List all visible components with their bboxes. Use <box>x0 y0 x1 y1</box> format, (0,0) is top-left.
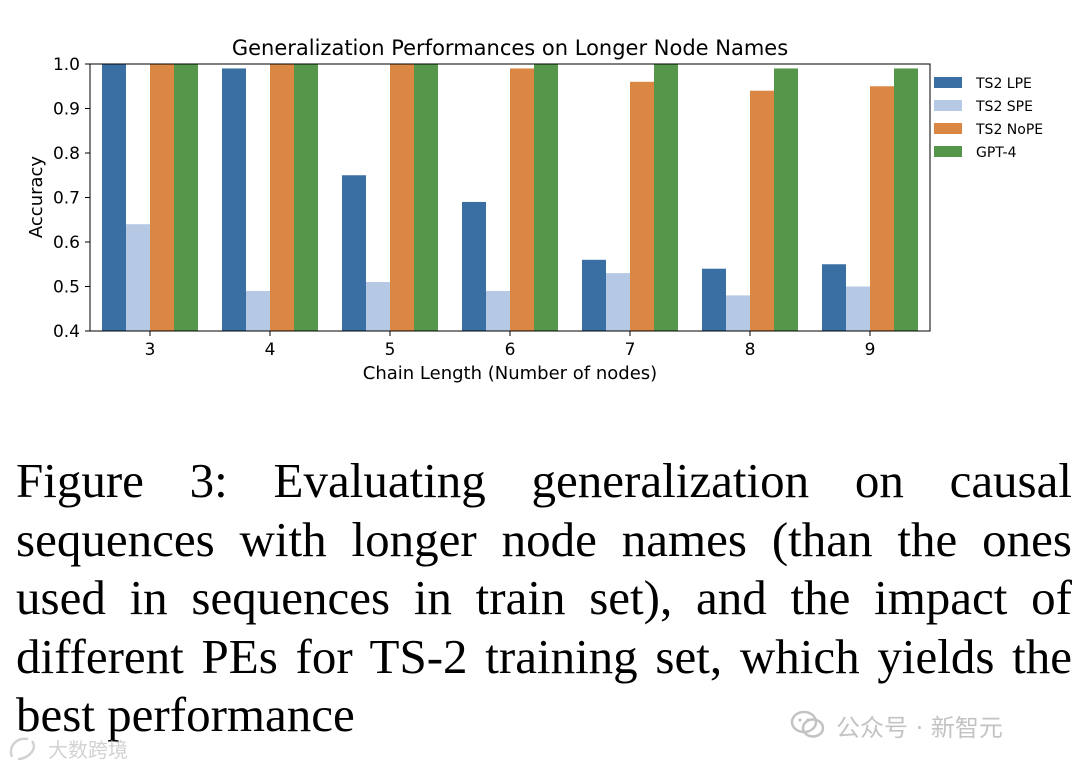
bar-gpt-4-4 <box>294 64 318 331</box>
bar-ts2-nope-6 <box>510 68 534 331</box>
legend: TS2 LPE TS2 SPE TS2 NoPE GPT-4 <box>934 76 1043 161</box>
bar-ts2-spe-4 <box>246 290 270 331</box>
x-tick-label: 5 <box>385 340 396 360</box>
legend-label: TS2 LPE <box>975 76 1032 92</box>
x-tick-label: 6 <box>505 340 516 360</box>
y-tick-label: 1.0 <box>53 55 80 75</box>
bar-ts2-nope-9 <box>870 86 894 331</box>
bar-ts2-lpe-3 <box>102 64 126 331</box>
bar-gpt-4-7 <box>654 64 678 331</box>
x-tick-label: 7 <box>625 340 636 360</box>
watermark-left: 大数跨境 <box>6 734 128 762</box>
bar-ts2-spe-7 <box>606 273 630 331</box>
bar-ts2-lpe-7 <box>582 259 606 331</box>
x-tick-label: 9 <box>865 340 876 360</box>
bar-ts2-nope-3 <box>150 64 174 331</box>
bar-ts2-spe-3 <box>126 224 150 331</box>
y-tick-label: 0.8 <box>53 144 80 164</box>
bar-gpt-4-3 <box>174 64 198 331</box>
legend-label: TS2 SPE <box>975 99 1033 115</box>
watermark-right: 公众号 · 新智元 <box>790 705 1003 745</box>
bar-ts2-lpe-4 <box>222 68 246 331</box>
chart-title: Generalization Performances on Longer No… <box>232 36 788 60</box>
legend-swatch <box>934 146 962 157</box>
bar-gpt-4-5 <box>414 64 438 331</box>
legend-label: TS2 NoPE <box>975 122 1043 138</box>
y-tick-label: 0.4 <box>53 322 80 342</box>
bar-ts2-lpe-5 <box>342 175 366 331</box>
wechat-icon <box>790 710 825 738</box>
bar-gpt-4-6 <box>534 64 558 331</box>
legend-swatch <box>934 123 962 134</box>
bar-ts2-lpe-8 <box>702 268 726 331</box>
x-tick-label: 4 <box>265 340 276 360</box>
x-axis-label: Chain Length (Number of nodes) <box>363 363 657 384</box>
plot-area: 3 4 5 6 7 8 9 0.4 0.5 0.6 0.7 0.8 0.9 1.0 <box>53 55 931 360</box>
bar-ts2-spe-6 <box>486 290 510 331</box>
x-tick-label: 3 <box>145 340 156 360</box>
legend-swatch <box>934 77 962 88</box>
bar-ts2-nope-5 <box>390 64 414 331</box>
watermark-left-text: 大数跨境 <box>48 737 128 762</box>
bar-ts2-spe-5 <box>366 282 390 331</box>
y-axis-label: Accuracy <box>26 156 47 239</box>
legend-swatch <box>934 100 962 111</box>
y-tick-label: 0.5 <box>53 278 80 298</box>
bar-ts2-lpe-9 <box>822 264 846 331</box>
y-tick-label: 0.6 <box>53 233 80 253</box>
figure-caption: Figure 3: Evaluating generalization on c… <box>16 453 1072 742</box>
y-tick-label: 0.9 <box>53 100 80 120</box>
bar-ts2-lpe-6 <box>462 201 486 331</box>
bar-ts2-nope-7 <box>630 81 654 331</box>
x-tick-label: 8 <box>745 340 756 360</box>
watermark-right-text: 公众号 · 新智元 <box>836 713 1003 742</box>
legend-label: GPT-4 <box>976 145 1017 161</box>
plot-frame <box>89 63 931 332</box>
bar-gpt-4-9 <box>894 68 918 331</box>
watermark-logo-icon <box>9 737 35 761</box>
bar-ts2-nope-8 <box>750 90 774 331</box>
bar-ts2-spe-9 <box>846 286 870 331</box>
bar-ts2-spe-8 <box>726 295 750 331</box>
bar-ts2-nope-4 <box>270 64 294 331</box>
bar-chart: Generalization Performances on Longer No… <box>26 36 1043 384</box>
y-tick-label: 0.7 <box>53 189 80 209</box>
bar-gpt-4-8 <box>774 68 798 331</box>
